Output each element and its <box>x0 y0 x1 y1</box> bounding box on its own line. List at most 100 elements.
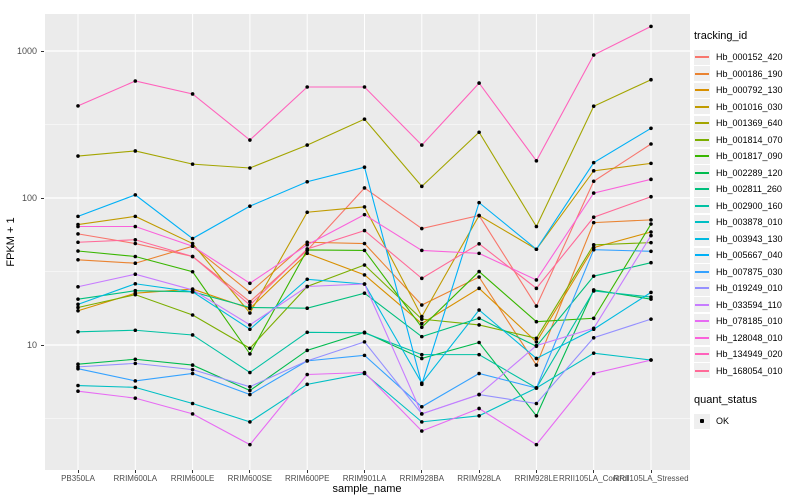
data-point <box>248 392 252 397</box>
data-point <box>649 177 653 182</box>
line-swatch-icon <box>695 155 709 158</box>
line-swatch-icon <box>695 138 709 141</box>
legend-item-label: Hb_003943_130 <box>716 233 783 244</box>
legend-key <box>694 247 710 263</box>
data-point <box>591 289 596 293</box>
data-point <box>190 162 195 166</box>
data-point <box>649 295 653 299</box>
line-swatch-icon <box>695 188 709 191</box>
data-point <box>190 333 195 337</box>
data-point <box>362 241 367 246</box>
data-point <box>248 346 252 351</box>
data-point <box>76 104 80 108</box>
legend-item-label: Hb_001016_030 <box>716 101 783 112</box>
data-point <box>76 257 80 262</box>
data-point <box>305 240 310 245</box>
data-point <box>534 356 539 361</box>
data-point <box>477 213 481 218</box>
legend-item-label: Hb_003878_010 <box>716 217 783 228</box>
data-point <box>420 226 424 231</box>
data-point <box>420 429 424 433</box>
data-point <box>76 284 80 289</box>
data-point <box>477 316 481 321</box>
legend-key <box>694 115 710 131</box>
data-point <box>248 281 252 286</box>
data-point <box>190 401 195 406</box>
data-point <box>477 340 481 345</box>
data-point <box>477 392 481 397</box>
data-point <box>362 291 367 296</box>
data-point <box>534 224 539 229</box>
data-point <box>649 142 653 146</box>
data-point <box>76 383 80 388</box>
data-point <box>305 382 310 387</box>
data-point <box>591 169 596 173</box>
data-point <box>362 273 367 277</box>
data-point <box>248 352 252 356</box>
data-point <box>591 53 596 57</box>
data-point <box>649 240 653 245</box>
line-swatch-icon <box>695 237 709 240</box>
x-axis-tick <box>421 470 423 473</box>
x-axis-tick <box>134 470 136 473</box>
legend-item-quant-ok: OK <box>694 413 800 430</box>
data-point <box>420 303 424 307</box>
x-axis-tick-label: RRIM928BA <box>399 474 445 483</box>
line-swatch-icon <box>695 303 709 306</box>
data-point <box>305 284 310 289</box>
data-point <box>190 241 195 246</box>
legend-item-label: Hb_007875_030 <box>716 266 783 277</box>
legend-items-tracking-id: Hb_000152_420 Hb_000186_190 Hb_000792_130 H… <box>694 49 800 379</box>
data-point <box>248 303 252 307</box>
legend-item-label: Hb_000792_130 <box>716 85 783 96</box>
x-axis-tick <box>306 470 308 473</box>
data-point <box>133 385 138 390</box>
x-axis-tick-label: RRIM600LA <box>113 474 158 483</box>
line-swatch-icon <box>695 171 709 174</box>
data-point <box>477 81 481 85</box>
data-point <box>190 371 195 376</box>
data-point <box>248 204 252 208</box>
data-point <box>420 382 424 387</box>
line-swatch-icon <box>695 287 709 290</box>
data-point <box>362 248 367 253</box>
data-point <box>591 243 596 247</box>
legend-item-label: Hb_001369_640 <box>716 118 783 129</box>
data-point <box>591 247 596 252</box>
data-point <box>190 244 195 249</box>
line-swatch-icon <box>695 72 709 75</box>
data-point <box>76 305 80 310</box>
y-axis-tick <box>41 344 44 346</box>
data-point <box>133 328 138 333</box>
legend-item-label: Hb_001814_070 <box>716 134 783 145</box>
line-swatch-icon <box>695 122 709 125</box>
data-point <box>133 237 138 242</box>
x-axis-tick-label: RRIM600LE <box>170 474 215 483</box>
x-axis-tick <box>593 470 595 473</box>
data-point <box>477 406 481 411</box>
legend-item-label: Hb_002900_160 <box>716 200 783 211</box>
data-point <box>133 254 138 259</box>
data-point <box>133 281 138 286</box>
data-point <box>534 247 539 252</box>
data-point <box>190 92 195 96</box>
line-swatch-icon <box>695 336 709 339</box>
legend-key <box>694 132 710 148</box>
legend-item-label: OK <box>716 416 730 427</box>
data-point <box>420 276 424 281</box>
data-point <box>477 371 481 376</box>
legend-key <box>694 297 710 313</box>
data-point <box>76 154 80 158</box>
data-point <box>591 191 596 195</box>
line-swatch-icon <box>695 89 709 92</box>
legend-item-label: Hb_001817_090 <box>716 151 783 162</box>
data-point <box>133 292 138 297</box>
data-point <box>248 420 252 424</box>
legend-item-Hb_001817_090: Hb_001817_090 <box>694 148 800 165</box>
data-point <box>248 370 252 375</box>
data-point <box>133 357 138 362</box>
data-point <box>362 165 367 170</box>
data-point <box>420 184 424 189</box>
x-axis-tick-label: RRII105LA_Stressed <box>613 474 689 483</box>
legend-key <box>694 66 710 82</box>
